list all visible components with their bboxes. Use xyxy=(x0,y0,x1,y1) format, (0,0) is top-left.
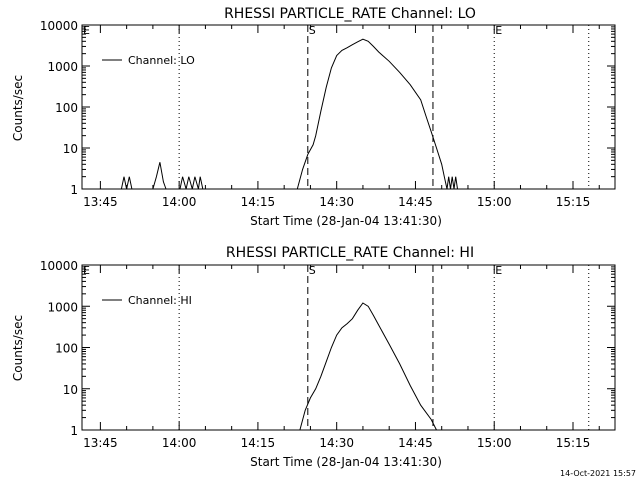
marker-label: S xyxy=(309,24,316,37)
y-tick-label: 1000 xyxy=(47,60,78,74)
chart-title: RHESSI PARTICLE_RATE Channel: HI xyxy=(226,245,474,261)
marker-label: E xyxy=(495,264,502,277)
legend-label: Channel: HI xyxy=(128,294,192,307)
x-tick-label: 13:45 xyxy=(83,436,118,450)
x-axis-label: Start Time (28-Jan-04 13:41:30) xyxy=(250,455,442,469)
y-tick-label: 10 xyxy=(63,142,78,156)
x-tick-label: 15:00 xyxy=(477,195,512,209)
y-tick-label: 1 xyxy=(70,424,78,438)
y-tick-label: 100 xyxy=(55,342,78,356)
y-axis-label: Counts/sec xyxy=(11,75,25,141)
x-axis-label: Start Time (28-Jan-04 13:41:30) xyxy=(250,214,442,228)
x-tick-label: 15:15 xyxy=(556,195,591,209)
plot-frame xyxy=(81,264,616,431)
x-tick-label: 13:45 xyxy=(83,195,118,209)
marker-label: S xyxy=(309,264,316,277)
x-tick-label: 14:45 xyxy=(398,436,433,450)
x-tick-label: 14:30 xyxy=(319,195,354,209)
series-line xyxy=(120,38,458,190)
x-tick-label: 14:00 xyxy=(162,195,197,209)
x-tick-label: 14:00 xyxy=(162,436,197,450)
y-tick-label: 10000 xyxy=(40,259,78,273)
plot-area: 1 10 100 1000 10000 13:45 14:00 14:15 14:30 14:45… xyxy=(40,259,616,450)
y-tick-label: 10000 xyxy=(40,19,78,33)
y-tick-label: 10 xyxy=(63,383,78,397)
marker-label: E xyxy=(83,24,90,37)
x-tick-label: 14:15 xyxy=(241,195,276,209)
x-tick-label: 14:30 xyxy=(319,436,354,450)
x-tick-label: 14:45 xyxy=(398,195,433,209)
series-line xyxy=(299,302,437,431)
x-tick-label: 15:00 xyxy=(477,436,512,450)
x-tick-label: 14:15 xyxy=(241,436,276,450)
footer-timestamp: 14-Oct-2021 15:57 xyxy=(560,469,636,478)
y-tick-label: 1 xyxy=(70,183,78,197)
y-tick-label: 1000 xyxy=(47,300,78,314)
marker-label: E xyxy=(83,264,90,277)
legend-label: Channel: LO xyxy=(128,54,195,67)
y-tick-label: 100 xyxy=(55,101,78,115)
chart-panel-hi: RHESSI PARTICLE_RATE Channel: HI Counts/… xyxy=(11,245,616,469)
x-tick-label: 15:15 xyxy=(556,436,591,450)
plot-frame xyxy=(81,24,616,190)
marker-label: E xyxy=(495,24,502,37)
y-axis-label: Counts/sec xyxy=(11,315,25,381)
plot-area: 1 10 100 1000 10000 13:45 14:00 14:15 14:30 14:45… xyxy=(40,19,616,209)
chart-panel-lo: RHESSI PARTICLE_RATE Channel: LO Counts/… xyxy=(11,6,616,228)
chart-title: RHESSI PARTICLE_RATE Channel: LO xyxy=(224,6,476,22)
